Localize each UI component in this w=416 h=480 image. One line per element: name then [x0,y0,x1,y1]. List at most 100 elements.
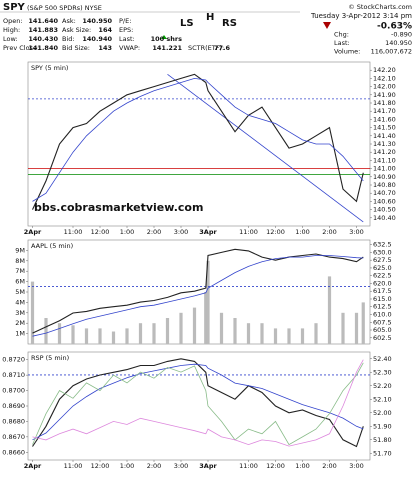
y-tick-label: 605.0 [373,326,392,334]
quote-value: 141.640 [28,17,58,25]
quote-value: 143 [98,44,112,52]
panel-title: SPY (5 min) [31,64,68,72]
quote-label: Bid Size: [62,44,90,52]
y-tick-label: 3M [15,309,25,317]
y-tick-label: 0.8700 [2,387,25,395]
y-tick-label: 4M [15,298,25,306]
y-tick-label: 0.8660 [2,448,25,456]
volume-bar [111,331,116,344]
x-tick-label: 12:00 [266,228,285,236]
quote-label: VWAP: [119,44,140,52]
y-tick-label: 1M [15,330,25,338]
y-tick-label: 630.0 [373,248,392,256]
volume-bar [206,260,210,344]
volume-bar [341,312,345,344]
series-line [32,73,364,210]
x-tick-label: 3Apr [199,228,217,236]
series-line [32,359,364,447]
volume-bar [287,328,291,344]
y-tick-label: 141.50 [373,124,396,132]
panel-title: AAPL (5 min) [31,242,73,250]
y-tick-label: 141.40 [373,132,396,140]
y-tick-label: 142.00 [373,83,396,91]
y-tick-label: 140.70 [373,189,396,197]
quote-label: Ask: [62,17,76,25]
y-tick-label: 625.0 [373,264,392,272]
y-tick-label: 0.8720 [2,356,25,364]
quote-value: 141.221 [152,44,182,52]
summary-value: 140.950 [385,39,412,47]
y-tick-label: 9M [15,246,25,254]
y-tick-label: 0.8670 [2,433,25,441]
y-tick-label: 141.00 [373,165,396,173]
volume-bar [179,312,183,344]
summary-label: Last: [334,39,350,47]
volume-bar [327,276,332,344]
y-tick-label: 140.60 [373,197,396,205]
y-tick-label: 5M [15,288,25,296]
annotation: bbs.cobrasmarketview.com [34,201,203,214]
y-tick-label: 141.30 [373,140,396,148]
change-percent: -0.63% [377,22,412,32]
volume-bar [71,325,75,344]
y-tick-label: 610.0 [373,311,392,319]
panel-frame [27,239,371,345]
y-tick-label: 617.5 [373,287,392,295]
volume-bar [273,328,278,344]
y-tick-label: 52.30 [373,368,392,376]
volume-bar [361,302,365,344]
y-tick-label: 602.5 [373,334,392,342]
y-tick-label: 8M [15,257,25,265]
series-line [32,255,364,337]
annotation: H [206,12,214,23]
x-tick-label: 2:00 [322,462,337,470]
y-tick-label: 7M [15,267,25,275]
volume-bar [30,281,35,344]
volume-bar [152,323,156,344]
annotation: RS [222,18,237,29]
y-tick-label: 622.5 [373,272,392,280]
x-tick-label: 1:00 [120,228,135,236]
volume-bar [165,318,170,344]
x-tick-label: 11:00 [239,462,258,470]
series-line [32,248,364,334]
quote-value: 100 shrs [151,35,183,43]
y-tick-label: 2M [15,319,25,327]
panel-frame [27,351,371,461]
quote-label: Last: [119,35,135,43]
summary-value: -0.890 [391,31,412,39]
y-tick-label: 52.40 [373,355,392,363]
x-tick-label: 11:00 [239,228,258,236]
x-tick-label: 3:00 [349,228,364,236]
quote-value: 140.950 [82,17,112,25]
y-tick-label: 6M [15,278,25,286]
volume-bar [84,328,89,344]
volume-bar [44,318,48,344]
y-tick-label: 51.90 [373,422,392,430]
x-tick-label: 3:00 [174,228,189,236]
y-tick-label: 0.8680 [2,417,25,425]
credit: © StockCharts.com [348,3,412,11]
symbol: SPY [3,2,26,13]
x-tick-label: 2Apr [24,462,42,470]
y-tick-label: 632.5 [373,241,392,249]
y-tick-label: 141.10 [373,156,396,164]
y-tick-label: 141.60 [373,115,396,123]
quote-value: 141.883 [28,26,58,34]
x-tick-label: 1:00 [295,462,310,470]
y-tick-label: 615.0 [373,295,392,303]
quote-label: EPS: [119,26,133,34]
y-tick-label: 620.0 [373,279,392,287]
volume-bar [314,323,318,344]
symbol-name: (S&P 500 SPDRs) NYSE [27,4,102,12]
down-arrow [323,22,331,29]
quote-value: 141.840 [28,44,58,52]
series-line [32,363,364,441]
volume-bar [98,328,102,344]
y-tick-label: 52.10 [373,395,392,403]
x-tick-label: 1:00 [295,228,310,236]
y-tick-label: 51.80 [373,436,392,444]
y-tick-label: 140.80 [373,181,396,189]
x-tick-label: 2:00 [147,462,162,470]
quote-label: Open: [3,17,23,25]
